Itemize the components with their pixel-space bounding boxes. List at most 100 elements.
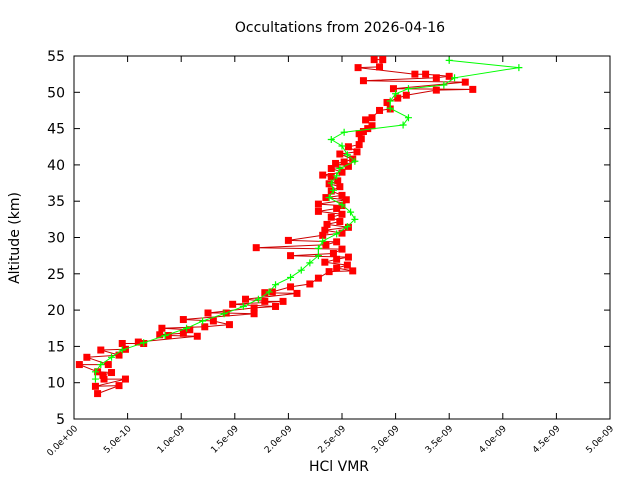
data-point-square xyxy=(357,135,365,143)
data-point-square xyxy=(99,371,107,379)
data-point-square xyxy=(91,382,99,390)
data-point-square xyxy=(344,162,352,170)
data-point-square xyxy=(327,187,335,195)
data-point-square xyxy=(325,268,333,276)
data-point-square xyxy=(321,258,329,266)
data-point-square xyxy=(342,196,350,204)
data-point-square xyxy=(284,236,292,244)
data-point-plus xyxy=(97,361,105,369)
series-1 xyxy=(75,56,477,398)
data-point-plus xyxy=(91,375,99,383)
data-point-plus xyxy=(515,64,523,72)
y-tick-label: 10 xyxy=(47,376,65,392)
data-point-square xyxy=(115,382,123,390)
data-point-plus xyxy=(287,273,295,281)
data-point-square xyxy=(432,86,440,94)
data-point-plus xyxy=(347,208,355,216)
y-axis-label: Altitude (km) xyxy=(7,192,23,284)
x-tick-label: 2.5e-09 xyxy=(317,424,349,456)
data-point-square xyxy=(338,168,346,176)
data-point-plus xyxy=(183,324,191,332)
plot-frame xyxy=(73,55,611,420)
data-point-square xyxy=(250,304,258,312)
data-point-square xyxy=(376,63,384,71)
data-point-square xyxy=(340,158,348,166)
x-tick-label: 4.5e-09 xyxy=(531,424,563,456)
y-tick-label: 20 xyxy=(47,303,65,319)
data-point-square xyxy=(261,297,269,305)
data-point-plus xyxy=(440,81,448,89)
data-point-square xyxy=(338,229,346,237)
data-point-plus xyxy=(325,194,333,202)
data-point-square xyxy=(261,289,269,297)
data-point-square xyxy=(250,310,258,318)
data-point-plus xyxy=(351,215,359,223)
y-tick-label: 5 xyxy=(56,412,65,428)
data-point-square xyxy=(469,85,477,93)
data-point-plus xyxy=(306,259,314,267)
data-point-plus xyxy=(386,97,394,105)
data-point-square xyxy=(252,244,260,252)
data-point-square xyxy=(201,323,209,331)
data-point-square xyxy=(355,130,363,138)
data-point-square xyxy=(325,180,333,188)
data-point-square xyxy=(355,141,363,149)
data-point-square xyxy=(411,70,419,78)
data-point-square xyxy=(362,116,370,124)
data-point-plus xyxy=(314,252,322,260)
series-2 xyxy=(91,56,523,383)
data-point-plus xyxy=(327,135,335,143)
data-point-square xyxy=(322,241,330,249)
data-point-square xyxy=(115,351,123,359)
y-tick-label: 15 xyxy=(47,339,65,355)
data-point-square xyxy=(179,316,187,324)
data-point-square xyxy=(75,361,83,369)
data-point-square xyxy=(333,255,341,263)
data-point-square xyxy=(319,231,327,239)
y-tick-label: 45 xyxy=(47,122,65,138)
data-point-square xyxy=(306,280,314,288)
x-tick-label: 3.5e-09 xyxy=(424,424,456,456)
data-point-square xyxy=(193,332,201,340)
data-point-square xyxy=(287,283,295,291)
data-point-square xyxy=(368,122,376,130)
data-point-square xyxy=(353,148,361,156)
data-point-square xyxy=(402,91,410,99)
data-point-square xyxy=(314,274,322,282)
data-point-plus xyxy=(351,157,359,165)
data-point-square xyxy=(104,361,112,369)
data-point-square xyxy=(394,94,402,102)
data-point-square xyxy=(287,252,295,260)
data-point-square xyxy=(359,128,367,136)
data-point-plus xyxy=(333,230,341,238)
x-tick-label: 4.0e-09 xyxy=(477,424,509,456)
chart-title: Occultations from 2026-04-16 xyxy=(235,20,445,36)
data-point-square xyxy=(333,204,341,212)
data-point-square xyxy=(344,253,352,261)
x-tick-label: 5.0e-10 xyxy=(102,424,134,456)
y-tick-label: 30 xyxy=(47,231,65,247)
data-point-plus xyxy=(254,295,262,303)
data-point-square xyxy=(327,213,335,221)
data-point-square xyxy=(445,72,453,80)
data-point-plus xyxy=(319,237,327,245)
data-point-square xyxy=(314,200,322,208)
data-point-plus xyxy=(386,104,394,112)
data-point-plus xyxy=(297,266,305,274)
data-point-square xyxy=(336,218,344,226)
data-point-square xyxy=(344,143,352,151)
data-point-square xyxy=(272,302,280,310)
data-point-square xyxy=(338,210,346,218)
data-point-square xyxy=(321,226,329,234)
data-point-square xyxy=(389,85,397,93)
data-point-square xyxy=(336,183,344,191)
data-point-square xyxy=(293,289,301,297)
data-point-plus xyxy=(314,244,322,252)
data-point-plus xyxy=(91,368,99,376)
data-point-square xyxy=(158,324,166,332)
data-point-plus xyxy=(327,179,335,187)
data-point-square xyxy=(229,300,237,308)
data-point-square xyxy=(121,375,129,383)
data-point-plus xyxy=(451,74,459,82)
data-point-square xyxy=(242,295,250,303)
